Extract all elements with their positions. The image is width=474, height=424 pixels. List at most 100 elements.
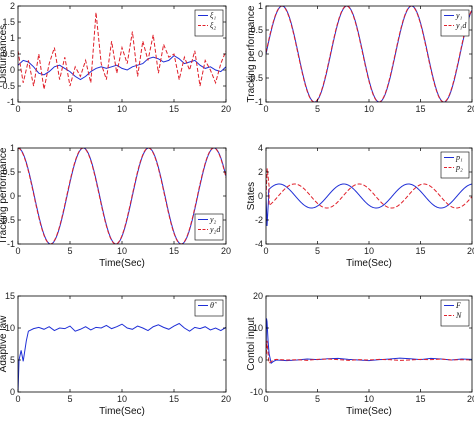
x-axis-label: Time(Sec): [99, 258, 145, 269]
legend-box: [194, 299, 224, 317]
legend: FN: [440, 299, 470, 327]
y-tick-label: 1: [10, 33, 15, 43]
series-line-1: [266, 183, 472, 227]
series-line-2: [266, 340, 472, 365]
x-tick-label: 5: [67, 246, 72, 256]
x-tick-label: 20: [221, 104, 231, 114]
y-axis-label: Tracking performance: [0, 147, 9, 244]
y-tick-label: 1.5: [2, 17, 15, 27]
x-tick-label: 5: [315, 104, 320, 114]
legend-box: [194, 213, 224, 241]
legend-entry: y₂: [209, 215, 217, 224]
legend-entry: y₁: [455, 11, 463, 20]
y-tick-label: 15: [5, 291, 15, 301]
y-tick-label: 0: [258, 49, 263, 59]
series-line-1: [18, 322, 226, 392]
series-line-1: [18, 54, 226, 81]
y-tick-label: 0: [258, 355, 263, 365]
legend-box: [440, 151, 470, 179]
y-tick-label: 0.5: [2, 167, 15, 177]
y-tick-label: -4: [255, 239, 263, 249]
x-axis-label: Time(Sec): [99, 406, 145, 417]
y-axis-label: Disturbances: [0, 25, 9, 83]
y-tick-label: 1: [10, 143, 15, 153]
x-tick-label: 20: [467, 104, 474, 114]
x-tick-label: 5: [315, 394, 320, 404]
y-tick-label: -1: [255, 97, 263, 107]
x-tick-label: 15: [169, 104, 179, 114]
x-tick-label: 10: [364, 246, 374, 256]
x-tick-label: 5: [67, 104, 72, 114]
x-tick-label: 20: [221, 394, 231, 404]
y-tick-label: -0.5: [247, 73, 263, 83]
y-tick-label: 20: [253, 291, 263, 301]
legend-entry: F: [455, 301, 461, 310]
x-tick-label: 0: [15, 104, 20, 114]
y-tick-label: 10: [253, 323, 263, 333]
y-axis-label: Adaptive law: [0, 315, 9, 372]
legend-entry: p₂: [455, 163, 463, 172]
chart-panel-5: 0 5 10 15 20 0 5 10 15 Time(Sec) Adaptive law θ̂: [0, 291, 231, 417]
y-tick-label: 0: [10, 191, 15, 201]
legend-entry: ξ₂: [210, 21, 216, 30]
y-axis-label: Contol input: [246, 317, 257, 371]
y-tick-label: -1: [7, 239, 15, 249]
x-tick-label: 0: [15, 394, 20, 404]
y-tick-label: 4: [258, 143, 263, 153]
x-tick-label: 15: [415, 104, 425, 114]
y-tick-label: -0.5: [0, 215, 15, 225]
x-tick-label: 10: [364, 394, 374, 404]
x-tick-label: 15: [169, 246, 179, 256]
y-axis-label: States: [246, 182, 257, 210]
legend-box: [440, 9, 470, 37]
x-tick-label: 0: [263, 394, 268, 404]
x-tick-label: 15: [415, 394, 425, 404]
x-tick-label: 0: [263, 104, 268, 114]
x-tick-label: 5: [315, 246, 320, 256]
legend-entry: θ̂: [210, 301, 217, 310]
x-tick-label: 10: [117, 104, 127, 114]
x-tick-label: 0: [15, 246, 20, 256]
legend-entry: ξ₁: [210, 11, 216, 20]
legend-entry: p₁: [455, 153, 463, 162]
legend: θ̂: [194, 299, 224, 317]
x-tick-label: 0: [263, 246, 268, 256]
y-tick-label: -2: [255, 215, 263, 225]
y-tick-label: 0.5: [250, 25, 263, 35]
y-tick-label: -1: [7, 97, 15, 107]
y-tick-label: -10: [250, 387, 263, 397]
y-tick-label: 0: [258, 191, 263, 201]
y-tick-label: 0: [10, 65, 15, 75]
legend-box: [440, 299, 470, 327]
series-line-2: [266, 6, 472, 102]
x-axis-label: Time(Sec): [346, 258, 392, 269]
x-axis-label: Time(Sec): [346, 406, 392, 417]
x-tick-label: 10: [117, 246, 127, 256]
y-tick-label: 1: [258, 1, 263, 11]
x-tick-label: 5: [67, 394, 72, 404]
x-tick-label: 15: [169, 394, 179, 404]
chart-panel-3: 0 5 10 15 20 -1 -0.5 0 0.5 1 Time(Sec) Tracking per…: [0, 143, 231, 269]
legend-entry: y₂d: [209, 225, 221, 234]
legend-entry: y₁d: [455, 21, 467, 30]
y-tick-label: 2: [10, 1, 15, 11]
y-tick-label: 10: [5, 323, 15, 333]
y-tick-label: 5: [10, 355, 15, 365]
y-tick-label: -0.5: [0, 81, 15, 91]
x-tick-label: 15: [415, 246, 425, 256]
series-line-2: [266, 168, 472, 209]
y-tick-label: 0.5: [2, 49, 15, 59]
x-tick-label: 20: [221, 246, 231, 256]
legend-box: [194, 9, 224, 37]
y-axis-label: Tracking performance: [246, 5, 257, 102]
x-tick-label: 10: [364, 104, 374, 114]
